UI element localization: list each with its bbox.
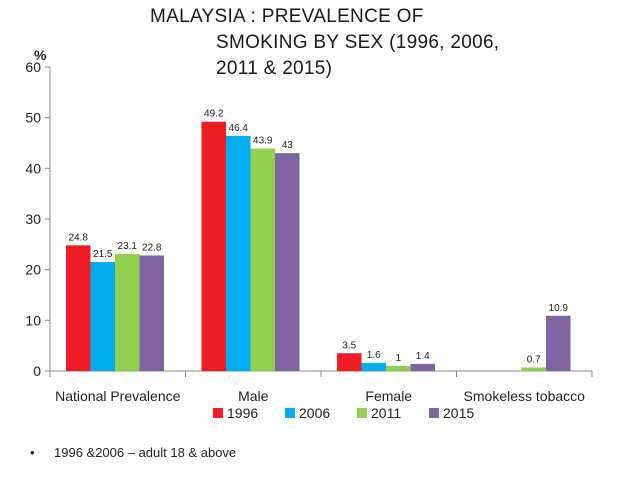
bar-2015-0 (139, 255, 164, 371)
legend: 1996 2006 2011 2015 (213, 405, 474, 421)
chart-title-line-2: SMOKING BY SEX (1996, 2006, (216, 32, 500, 53)
y-tick-label: 40 (25, 160, 41, 176)
footnote: • 1996 &2006 – adult 18 & above (30, 445, 236, 460)
data-label: 49.2 (204, 109, 224, 120)
legend-label-2006: 2006 (299, 405, 330, 421)
legend-label-2015: 2015 (443, 405, 474, 421)
y-tick-label: 50 (25, 110, 41, 126)
chart-title-line-3: 2011 & 2015) (216, 58, 333, 79)
bar-2011-0 (115, 253, 140, 371)
bar-2006-0 (90, 262, 115, 371)
data-label: 21.5 (93, 249, 113, 260)
y-tick-label: 60 (25, 59, 41, 75)
labels-group: 24.8 21.5 23.1 22.8 49.2 46.4 43.9 43 3.5 1.6 1 1.4… (69, 109, 569, 366)
data-label: 3.5 (342, 340, 356, 351)
axes-group: 0 10 20 30 40 50 60% National Prevalence Male Fem… (25, 47, 593, 404)
bar-2015-1 (275, 153, 300, 371)
legend-swatch-2011 (357, 408, 367, 418)
data-label: 43 (282, 140, 294, 151)
bar-2011-2 (386, 365, 411, 371)
chart-title-line-1: MALAYSIA : PREVALENCE OF (150, 6, 424, 27)
legend-label-1996: 1996 (227, 405, 258, 421)
bar-2011-1 (250, 148, 275, 371)
data-label: 0.7 (527, 354, 541, 365)
y-tick-label: 10 (25, 312, 41, 328)
data-label: 1.4 (416, 351, 430, 362)
x-category-label: National Prevalence (55, 388, 181, 404)
bar-1996-1 (201, 121, 226, 371)
x-category-label: Male (238, 388, 269, 404)
legend-swatch-2015 (429, 408, 439, 418)
bars-group (66, 121, 571, 371)
footnote-text: 1996 &2006 – adult 18 & above (54, 445, 237, 460)
bar-1996-2 (337, 353, 362, 371)
bullet-icon: • (30, 445, 35, 460)
bar-1996-0 (66, 245, 91, 371)
bar-2006-1 (226, 135, 251, 371)
legend-label-2011: 2011 (371, 405, 401, 421)
bar-2015-2 (410, 363, 435, 371)
x-category-label: Smokeless tobacco (464, 388, 586, 404)
data-label: 1.6 (367, 350, 381, 361)
data-label: 22.8 (142, 242, 162, 253)
legend-swatch-1996 (213, 408, 223, 418)
data-label: 10.9 (549, 303, 569, 314)
data-label: 46.4 (229, 123, 249, 134)
bar-2015-3 (546, 315, 571, 371)
bar-2006-2 (361, 362, 386, 371)
data-label: 1 (395, 353, 401, 364)
y-tick-label: 0 (33, 363, 41, 379)
data-label: 24.8 (69, 232, 89, 243)
data-label: 43.9 (253, 136, 273, 147)
chart-title: MALAYSIA : PREVALENCE OF SMOKING BY SEX … (150, 4, 499, 82)
y-tick-label: 20 (25, 262, 41, 278)
legend-swatch-2006 (285, 408, 295, 418)
y-axis-label: % (34, 47, 47, 63)
y-tick-label: 30 (25, 211, 41, 227)
bar-2011-3 (521, 367, 546, 371)
data-label: 23.1 (118, 241, 138, 252)
x-category-label: Female (365, 388, 412, 404)
